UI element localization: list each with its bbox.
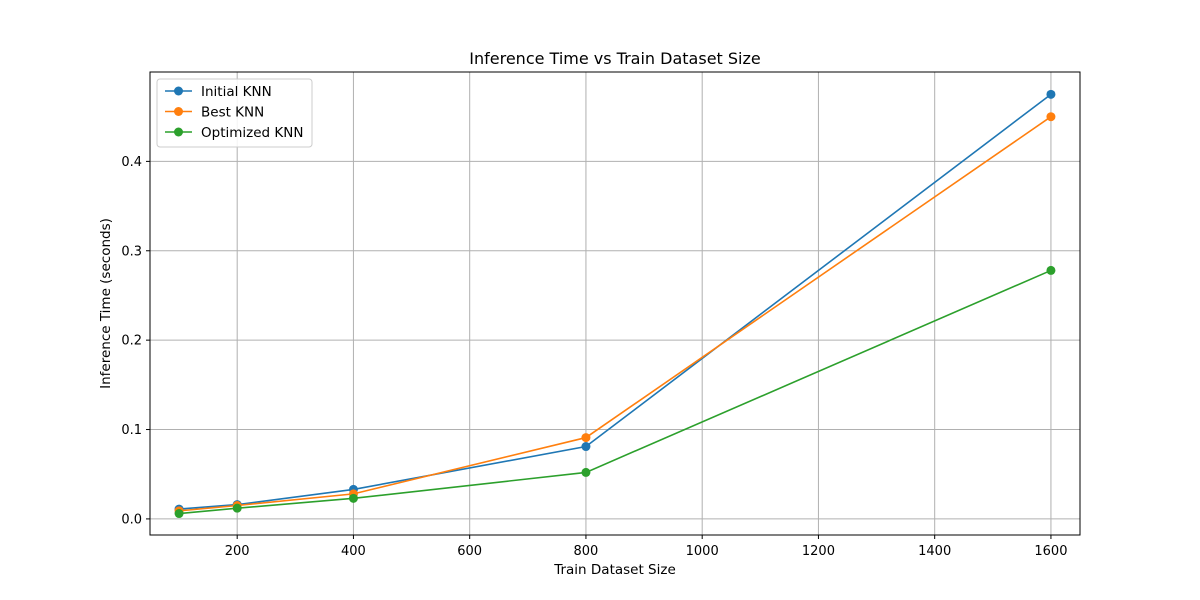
- y-tick-label: 0.4: [121, 155, 142, 170]
- legend-marker-2: [174, 127, 183, 137]
- chart-title: Inference Time vs Train Dataset Size: [469, 49, 760, 68]
- series-layer: [174, 89, 1056, 519]
- data-point: [581, 467, 591, 477]
- x-tick-label: 1600: [1034, 544, 1067, 559]
- axis-ticks: 200 400 600 800 1000 1200 1400 1600 0.0 0.1 0.2 0.3…: [121, 155, 1067, 559]
- legend-marker-0: [174, 86, 183, 96]
- x-tick-label: 1000: [686, 544, 719, 559]
- data-point: [1046, 89, 1056, 99]
- legend-label-1: Best KNN: [201, 105, 264, 121]
- x-tick-label: 600: [457, 544, 482, 559]
- data-point: [1046, 112, 1056, 122]
- x-axis-label: Train Dataset Size: [553, 562, 676, 578]
- legend-label-0: Initial KNN: [201, 84, 272, 100]
- data-point: [581, 433, 591, 443]
- y-tick-label: 0.0: [121, 512, 142, 527]
- data-point: [348, 493, 358, 503]
- y-tick-label: 0.2: [121, 334, 142, 349]
- plot-frame: [149, 71, 1081, 536]
- grid-lines: [150, 72, 1080, 535]
- data-point: [1046, 265, 1056, 275]
- data-point: [232, 503, 242, 513]
- y-tick-label: 0.1: [121, 423, 142, 438]
- x-tick-label: 1200: [802, 544, 835, 559]
- legend-marker-1: [174, 107, 183, 116]
- data-point: [581, 442, 591, 452]
- legend-label-2: Optimized KNN: [201, 125, 303, 141]
- x-tick-label: 1400: [918, 544, 951, 559]
- y-axis-label: Inference Time (seconds): [98, 218, 114, 389]
- legend: Initial KNN Best KNN Optimized KNN: [156, 78, 313, 148]
- x-tick-label: 400: [341, 544, 366, 559]
- legend-frame: [156, 78, 313, 148]
- x-tick-label: 800: [574, 544, 599, 559]
- y-tick-label: 0.3: [121, 244, 142, 259]
- x-tick-label: 200: [225, 544, 250, 559]
- data-point: [174, 509, 184, 519]
